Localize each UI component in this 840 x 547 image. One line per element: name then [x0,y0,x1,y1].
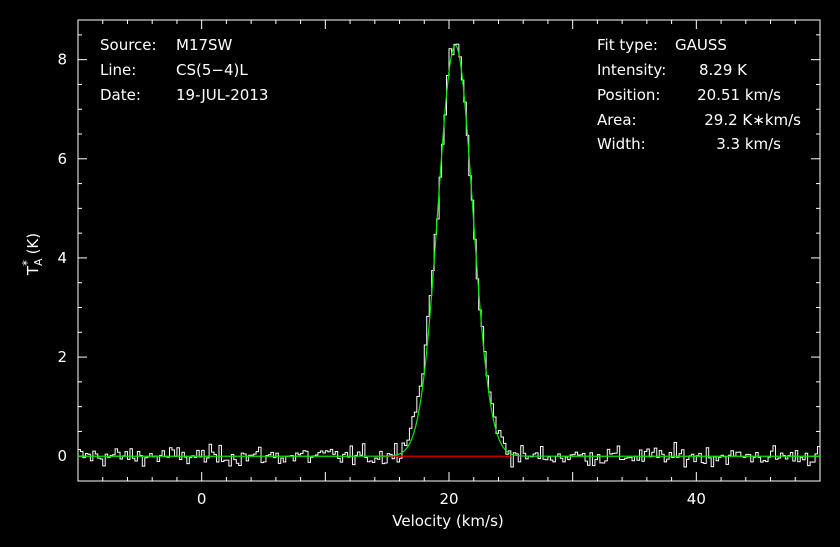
line-key: Line: [100,61,136,79]
gaussian-fit-series [78,44,820,457]
intensity-key: Intensity: [597,61,666,79]
header-right: Fit type: GAUSS Intensity: 8.29 K Positi… [597,36,801,153]
line-value: CS(5−4)L [176,61,248,79]
x-tick-label: 0 [197,490,207,508]
y-axis-label-sub: A [32,258,45,266]
fit-type-key: Fit type: [597,36,658,54]
area-key: Area: [597,111,637,129]
position-value: 20.51 km/s [697,86,781,104]
position-key: Position: [597,86,660,104]
date-value: 19-JUL-2013 [176,86,268,104]
y-axis-label-main: T [24,265,42,276]
date-key: Date: [100,86,141,104]
width-key: Width: [597,135,646,153]
x-tick-label: 20 [439,490,458,508]
header-left: Source: M17SW Line: CS(5−4)L Date: 19-JU… [100,36,268,104]
x-tick-label: 40 [687,490,706,508]
x-axis-label: Velocity (km/s) [392,512,503,530]
y-tick-label: 0 [57,447,67,465]
fit-type-value: GAUSS [675,36,727,54]
y-tick-label: 6 [57,150,67,168]
width-value: 3.3 km/s [716,135,781,153]
source-value: M17SW [176,36,233,54]
y-axis-label: T*A (K) [20,233,45,276]
area-value: 29.2 K∗km/s [704,111,801,129]
intensity-value: 8.29 K [699,61,748,79]
y-axis-label-sup: * [20,260,34,266]
y-tick-label: 4 [57,249,67,267]
series-group [78,43,820,468]
y-tick-label: 8 [57,51,67,69]
source-key: Source: [100,36,157,54]
y-tick-label: 2 [57,348,67,366]
y-axis-label-unit: (K) [24,233,42,255]
ticks-group: 0 20 40 0 2 4 6 8 [57,20,821,508]
spectrum-series [78,43,820,468]
